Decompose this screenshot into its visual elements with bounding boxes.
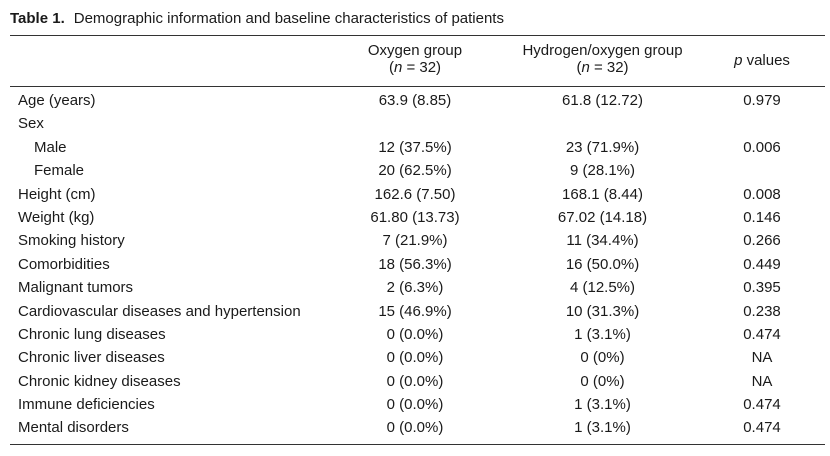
p-value: 0.474 [743,396,781,414]
row-label: Mental disorders [18,419,129,437]
hydrogen-group-n: (n = 32) [576,59,629,76]
column-header-hydrogen-oxygen-group: Hydrogen/oxygen group (n = 32) [505,42,700,76]
p-value: 0.979 [743,92,781,109]
oxygen-group-value: 2 (6.3%) [386,279,444,297]
p-value: 0.008 [743,185,781,203]
row-label: Comorbidities [18,255,110,273]
table-row: Weight (kg) 61.80 (13.73) 67.02 (14.18) 0.1… [0,206,830,229]
oxygen-group-value: 20 (62.5%) [378,162,452,180]
row-label: Height (cm) [18,185,96,203]
hydrogen-group-value: 168.1 (8.44) [562,185,643,203]
hydrogen-group-value: 10 (31.3%) [565,302,640,320]
row-label: Weight (kg) [18,208,95,226]
row-label: Smoking history [18,232,125,250]
table-top-rule [10,35,825,36]
table-row: Female 20 (62.5%) 9 (28.1%) [0,159,830,182]
oxygen-group-value: 63.9 (8.85) [378,92,452,109]
oxygen-group-value: 61.80 (13.73) [370,208,460,226]
row-label: Cardiovascular diseases and hypertension [18,302,301,320]
p-value: 0.474 [743,325,781,343]
oxygen-group-value: 0 (0.0%) [386,396,444,414]
table-row: Chronic kidney diseases 0 (0.0%) 0 (0%) NA [0,370,830,393]
table-row: Male 12 (37.5%) 23 (71.9%) 0.006 [0,136,830,159]
hydrogen-group-value: 9 (28.1%) [569,162,636,180]
p-value: NA [751,349,773,367]
table-row: Sex [0,112,830,135]
oxygen-group-n: (n = 32) [388,59,442,76]
row-label: Male [34,138,67,156]
hydrogen-group-label: Hydrogen/oxygen group [522,42,683,59]
row-label: Malignant tumors [18,279,134,297]
column-header-oxygen-group: Oxygen group (n = 32) [330,42,500,76]
oxygen-group-value: 0 (0.0%) [386,372,444,390]
table-body: Age (years) 63.9 (8.85) 61.8 (12.72) 0.979 S… [0,89,830,440]
table-title: Demographic information and baseline cha… [73,10,504,27]
table-row: Smoking history 7 (21.9%) 11 (34.4%) 0.266 [0,229,830,252]
table-header-rule [10,86,825,87]
table-row: Malignant tumors 2 (6.3%) 4 (12.5%) 0.395 [0,276,830,299]
table-row: Height (cm) 162.6 (7.50) 168.1 (8.44) 0.008 [0,183,830,206]
hydrogen-group-value: 4 (12.5%) [569,279,636,297]
table-row: Chronic liver diseases 0 (0.0%) 0 (0%) NA [0,346,830,369]
table-bottom-rule [10,444,825,445]
oxygen-group-value: 162.6 (7.50) [374,185,456,203]
p-symbol: p [734,52,743,69]
hydrogen-group-value: 1 (3.1%) [574,325,631,343]
hydrogen-group-value: 23 (71.9%) [565,138,640,156]
column-header-p-values: p values [712,52,812,69]
p-value: 0.266 [743,232,781,250]
oxygen-group-value: 18 (56.3%) [378,255,452,273]
hydrogen-group-value: 1 (3.1%) [574,396,631,414]
hydrogen-group-value: 1 (3.1%) [574,419,631,437]
hydrogen-group-value: 16 (50.0%) [565,255,640,273]
hydrogen-group-value: 0 (0%) [580,372,625,390]
p-value: 0.474 [743,419,781,437]
table-row: Comorbidities 18 (56.3%) 16 (50.0%) 0.449 [0,253,830,276]
table-row: Age (years) 63.9 (8.85) 61.8 (12.72) 0.979 [0,89,830,112]
table-caption: Table 1. Demographic information and base… [10,9,504,29]
p-value: 0.146 [743,208,781,226]
table-row: Chronic lung diseases 0 (0.0%) 1 (3.1%) 0.4… [0,323,830,346]
table-number: Table 1. [10,10,65,27]
row-label: Age (years) [18,92,96,109]
table-row: Cardiovascular diseases and hypertension… [0,300,830,323]
oxygen-group-value: 12 (37.5%) [378,138,452,156]
row-label: Chronic kidney diseases [18,372,181,390]
table-row: Immune deficiencies 0 (0.0%) 1 (3.1%) 0.474 [0,393,830,416]
hydrogen-group-value: 67.02 (14.18) [557,208,648,226]
p-value: 0.395 [743,279,781,297]
oxygen-group-value: 0 (0.0%) [386,349,444,367]
hydrogen-group-value: 0 (0%) [580,349,625,367]
hydrogen-group-value: 61.8 (12.72) [562,92,643,109]
row-label: Immune deficiencies [18,396,155,414]
row-label: Female [34,162,85,180]
row-label: Sex [18,115,44,133]
oxygen-group-value: 7 (21.9%) [382,232,448,250]
p-value: 0.238 [743,302,781,320]
oxygen-group-label: Oxygen group [367,42,463,59]
p-value: 0.006 [743,138,781,156]
row-label: Chronic lung diseases [18,325,166,343]
oxygen-group-value: 0 (0.0%) [386,419,444,437]
hydrogen-group-value: 11 (34.4%) [566,232,639,250]
oxygen-group-value: 15 (46.9%) [378,302,452,320]
p-value: 0.449 [743,255,781,273]
p-values-label: values [742,52,790,69]
oxygen-group-value: 0 (0.0%) [386,325,444,343]
p-value: NA [751,372,773,390]
table-row: Mental disorders 0 (0.0%) 1 (3.1%) 0.474 [0,416,830,439]
row-label: Chronic liver diseases [18,349,165,367]
